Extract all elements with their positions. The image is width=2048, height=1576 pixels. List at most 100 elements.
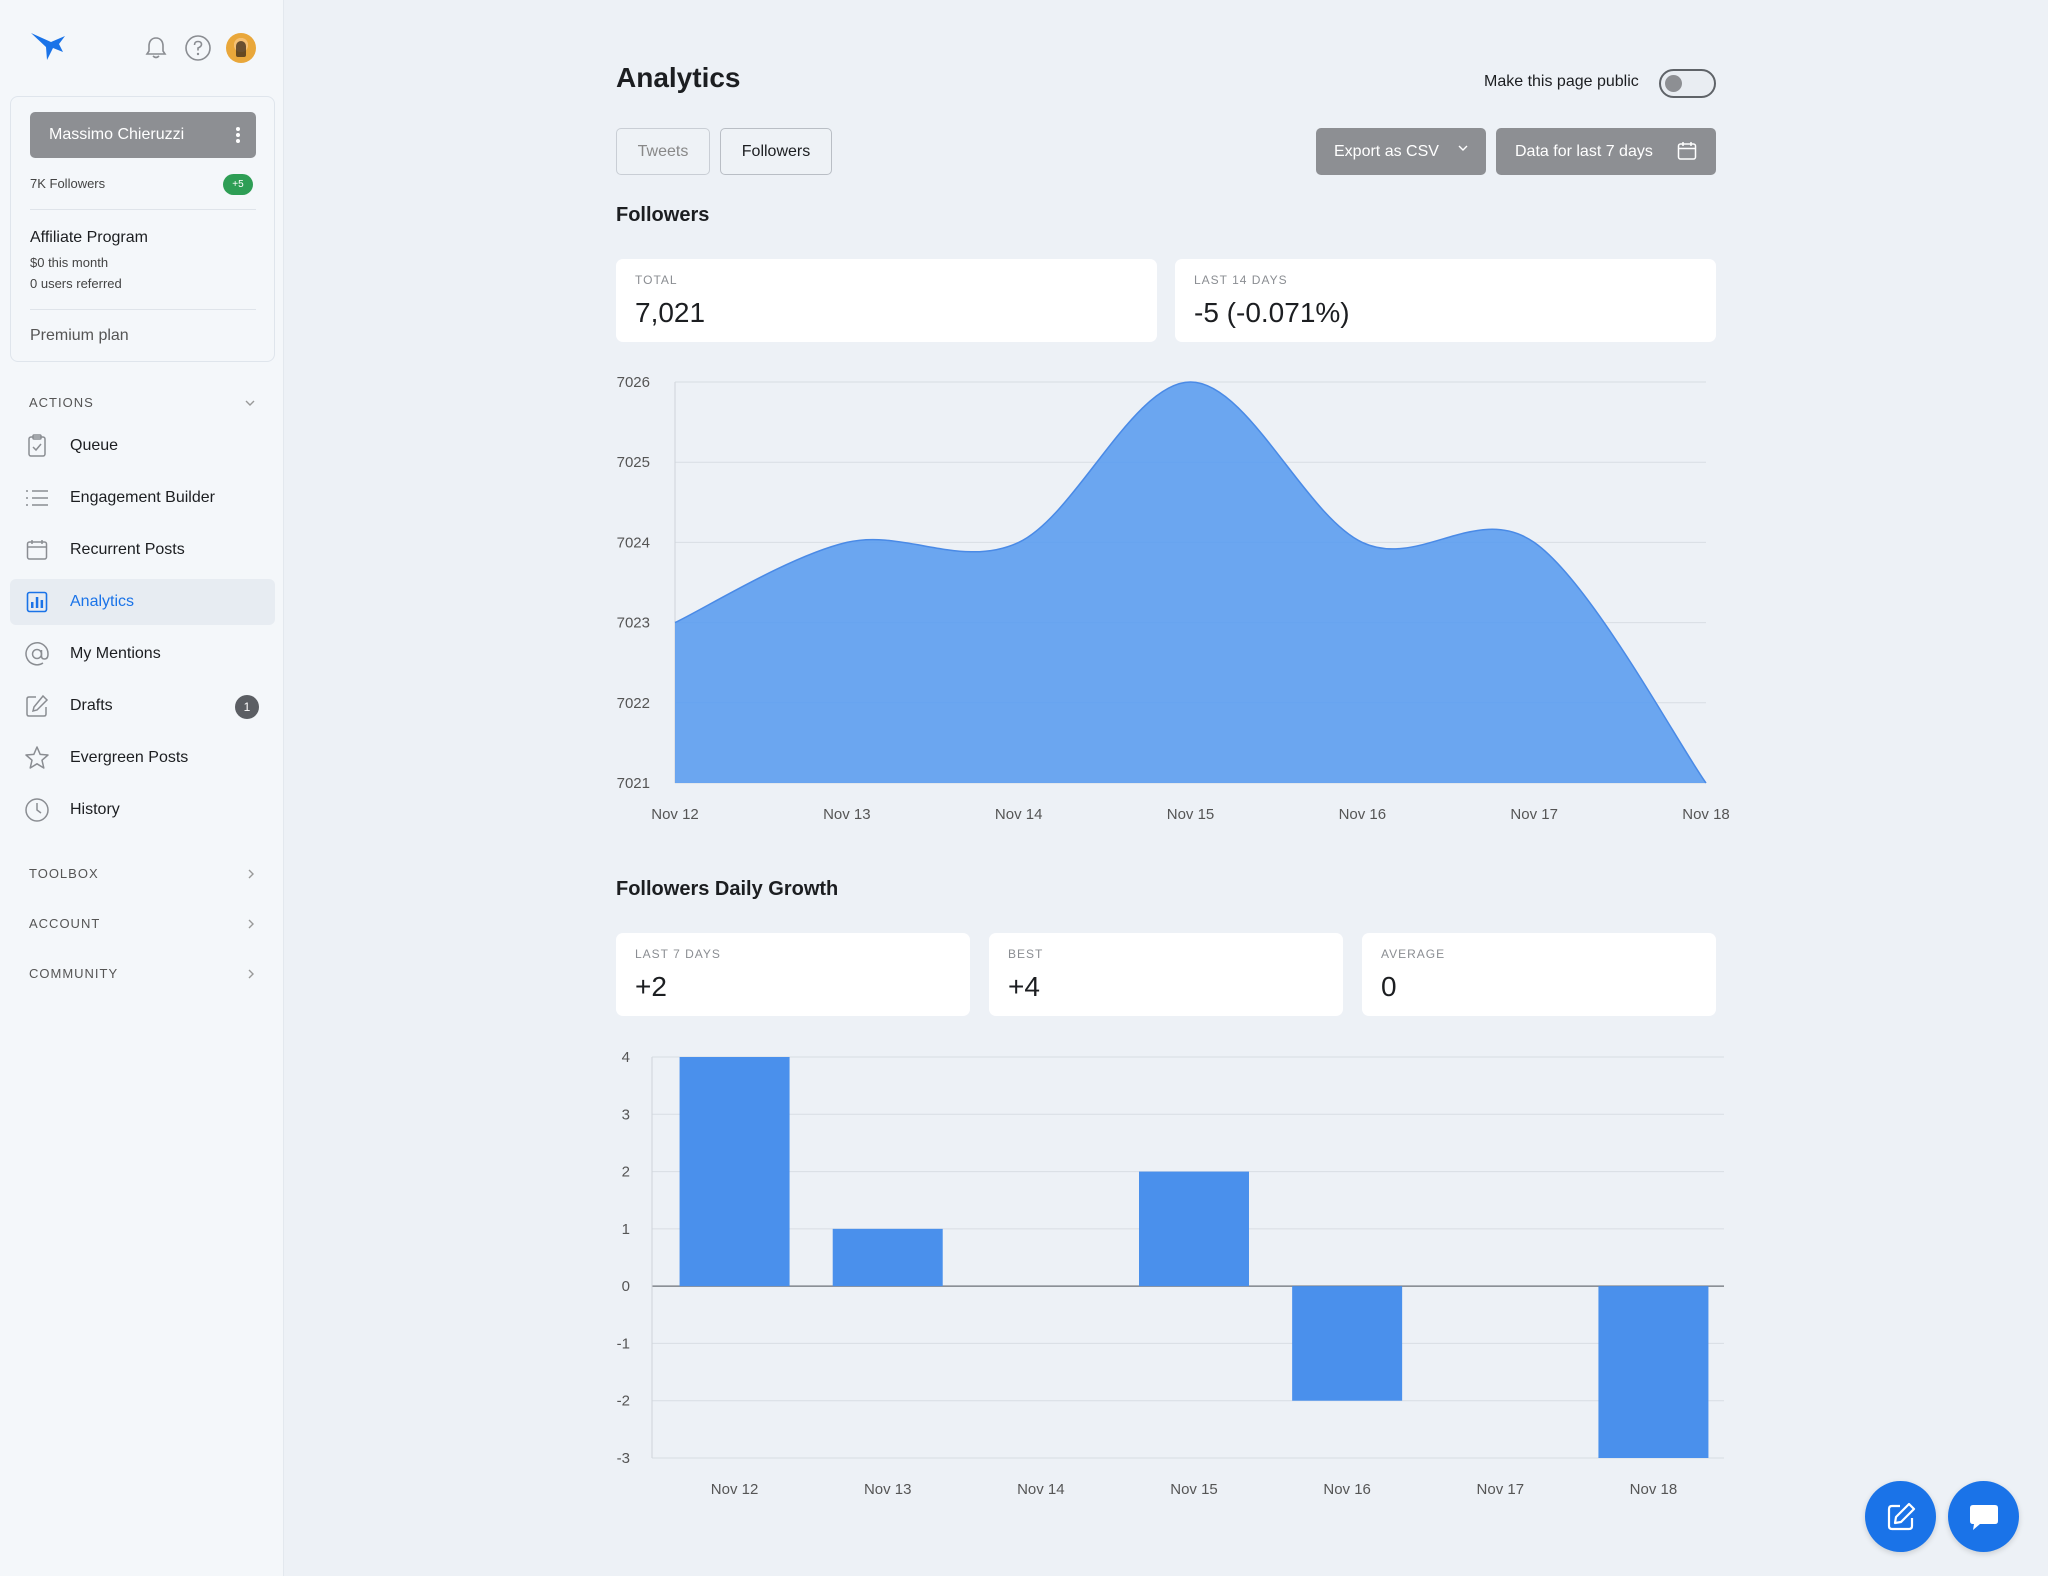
sidebar-header [0, 0, 284, 96]
sidebar-item-history[interactable]: History [10, 787, 275, 833]
stat-card-last-7-days: LAST 7 DAYS +2 [616, 933, 970, 1016]
sidebar-item-drafts[interactable]: Drafts 1 [10, 683, 275, 729]
x-tick-label: Nov 15 [1170, 1481, 1218, 1498]
calendar-icon [24, 537, 50, 563]
daily-growth-section-title: Followers Daily Growth [616, 878, 839, 900]
y-tick-label: -2 [617, 1393, 630, 1410]
bar [1292, 1286, 1403, 1401]
public-toggle-label: Make this page public [1484, 73, 1639, 90]
question-circle-icon[interactable] [184, 34, 212, 62]
sidebar-item-evergreen-posts[interactable]: Evergreen Posts [10, 735, 275, 781]
x-tick-label: Nov 17 [1510, 806, 1558, 823]
y-tick-label: 7025 [617, 454, 650, 471]
toggle-knob [1665, 75, 1682, 92]
more-options-icon[interactable] [236, 127, 240, 143]
x-tick-label: Nov 13 [823, 806, 871, 823]
public-page-toggle[interactable] [1659, 69, 1716, 98]
stat-card-total: TOTAL 7,021 [616, 259, 1157, 342]
actions-section-toggle[interactable]: ACTIONS [29, 395, 255, 410]
x-tick-label: Nov 12 [711, 1481, 759, 1498]
affiliate-earnings: $0 this month [30, 255, 109, 270]
x-tick-label: Nov 17 [1477, 1481, 1525, 1498]
x-tick-label: Nov 12 [651, 806, 699, 823]
x-tick-label: Nov 18 [1682, 806, 1730, 823]
followers-area-chart: 7021 7022 7023 7024 7025 7026 Nov 12 Nov 13 Nov … [617, 374, 1730, 823]
toolbox-section-toggle[interactable]: TOOLBOX [29, 866, 255, 881]
sidebar-item-engagement-builder[interactable]: Engagement Builder [10, 475, 275, 521]
premium-plan-link[interactable]: Premium plan [30, 327, 129, 344]
x-tick-label: Nov 16 [1323, 1481, 1371, 1498]
divider [30, 209, 256, 210]
community-section-toggle[interactable]: COMMUNITY [29, 966, 255, 981]
clipboard-check-icon [24, 433, 50, 459]
y-tick-label: 0 [622, 1278, 630, 1295]
sidebar-item-queue[interactable]: Queue [10, 423, 275, 469]
account-switcher-button[interactable]: Massimo Chieruzzi [30, 112, 256, 158]
sidebar-item-label: Drafts [70, 697, 113, 714]
x-tick-label: Nov 18 [1630, 1481, 1678, 1498]
date-range-button[interactable]: Data for last 7 days [1496, 128, 1716, 175]
x-tick-label: Nov 15 [1167, 806, 1215, 823]
drafts-count-badge: 1 [235, 695, 259, 719]
x-tick-label: Nov 14 [995, 806, 1043, 823]
followers-delta-badge: +5 [223, 174, 253, 195]
sidebar-item-label: Engagement Builder [70, 489, 215, 506]
sidebar-item-label: Queue [70, 437, 119, 454]
y-tick-label: 7022 [617, 695, 650, 712]
date-range-label: Data for last 7 days [1515, 142, 1653, 160]
stat-card-last-14-days: LAST 14 DAYS -5 (-0.071%) [1175, 259, 1716, 342]
y-tick-label: -3 [617, 1450, 630, 1467]
stat-value: +2 [635, 971, 667, 1002]
sidebar-item-label: History [70, 801, 120, 818]
y-tick-label: 4 [622, 1049, 630, 1066]
toolbox-section-label: TOOLBOX [29, 866, 99, 881]
daily-growth-bar-chart: -3 -2 -1 0 1 2 3 4 Nov 12 Nov 13 Nov 14 Nov 15 Nov 1… [617, 1049, 1724, 1498]
followers-count: 7K Followers [30, 176, 106, 191]
bar [1139, 1171, 1249, 1287]
y-tick-label: 2 [622, 1164, 630, 1181]
export-csv-button[interactable]: Export as CSV [1316, 128, 1486, 175]
stat-label: LAST 7 DAYS [635, 947, 721, 961]
y-tick-label: 1 [622, 1221, 630, 1238]
sidebar: Massimo Chieruzzi 7K Followers +5 Affili… [0, 0, 284, 1576]
sidebar-item-recurrent-posts[interactable]: Recurrent Posts [10, 527, 275, 573]
sidebar-item-my-mentions[interactable]: My Mentions [10, 631, 275, 677]
logo-icon[interactable] [29, 30, 69, 64]
pencil-square-icon [24, 693, 50, 719]
tab-followers[interactable]: Followers [720, 128, 832, 175]
page-title: Analytics [616, 62, 741, 93]
chevron-right-icon [248, 869, 254, 878]
stat-value: +4 [1008, 971, 1040, 1002]
tab-tweets[interactable]: Tweets [616, 128, 710, 175]
account-section-label: ACCOUNT [29, 916, 101, 931]
calendar-icon [1677, 142, 1697, 160]
y-tick-label: 7024 [617, 534, 650, 551]
star-icon [24, 745, 50, 771]
stat-label: BEST [1008, 947, 1044, 961]
sidebar-item-label: Analytics [70, 593, 135, 610]
account-section-toggle[interactable]: ACCOUNT [29, 916, 255, 931]
bar [832, 1228, 943, 1287]
affiliate-program-link[interactable]: Affiliate Program [30, 229, 148, 246]
clock-icon [24, 797, 50, 823]
series-area [675, 382, 1706, 783]
stat-card-average: AVERAGE 0 [1362, 933, 1716, 1016]
community-section-label: COMMUNITY [29, 966, 119, 981]
chevron-right-icon [248, 919, 254, 928]
x-tick-label: Nov 14 [1017, 1481, 1065, 1498]
bar-chart-icon [24, 589, 50, 615]
chat-button[interactable] [1948, 1481, 2019, 1552]
y-tick-label: 7026 [617, 374, 650, 391]
compose-button[interactable] [1865, 1481, 1936, 1552]
stat-value: 0 [1381, 971, 1397, 1002]
user-avatar[interactable] [226, 33, 256, 63]
export-label: Export as CSV [1334, 142, 1439, 160]
bell-icon[interactable] [142, 34, 170, 62]
chevron-right-icon [248, 969, 254, 978]
y-tick-label: 7021 [617, 775, 650, 792]
actions-section-label: ACTIONS [29, 395, 94, 410]
sidebar-item-analytics[interactable]: Analytics [10, 579, 275, 625]
chevron-down-icon [1458, 145, 1468, 151]
stat-label: TOTAL [635, 273, 678, 287]
bar [1598, 1286, 1709, 1458]
